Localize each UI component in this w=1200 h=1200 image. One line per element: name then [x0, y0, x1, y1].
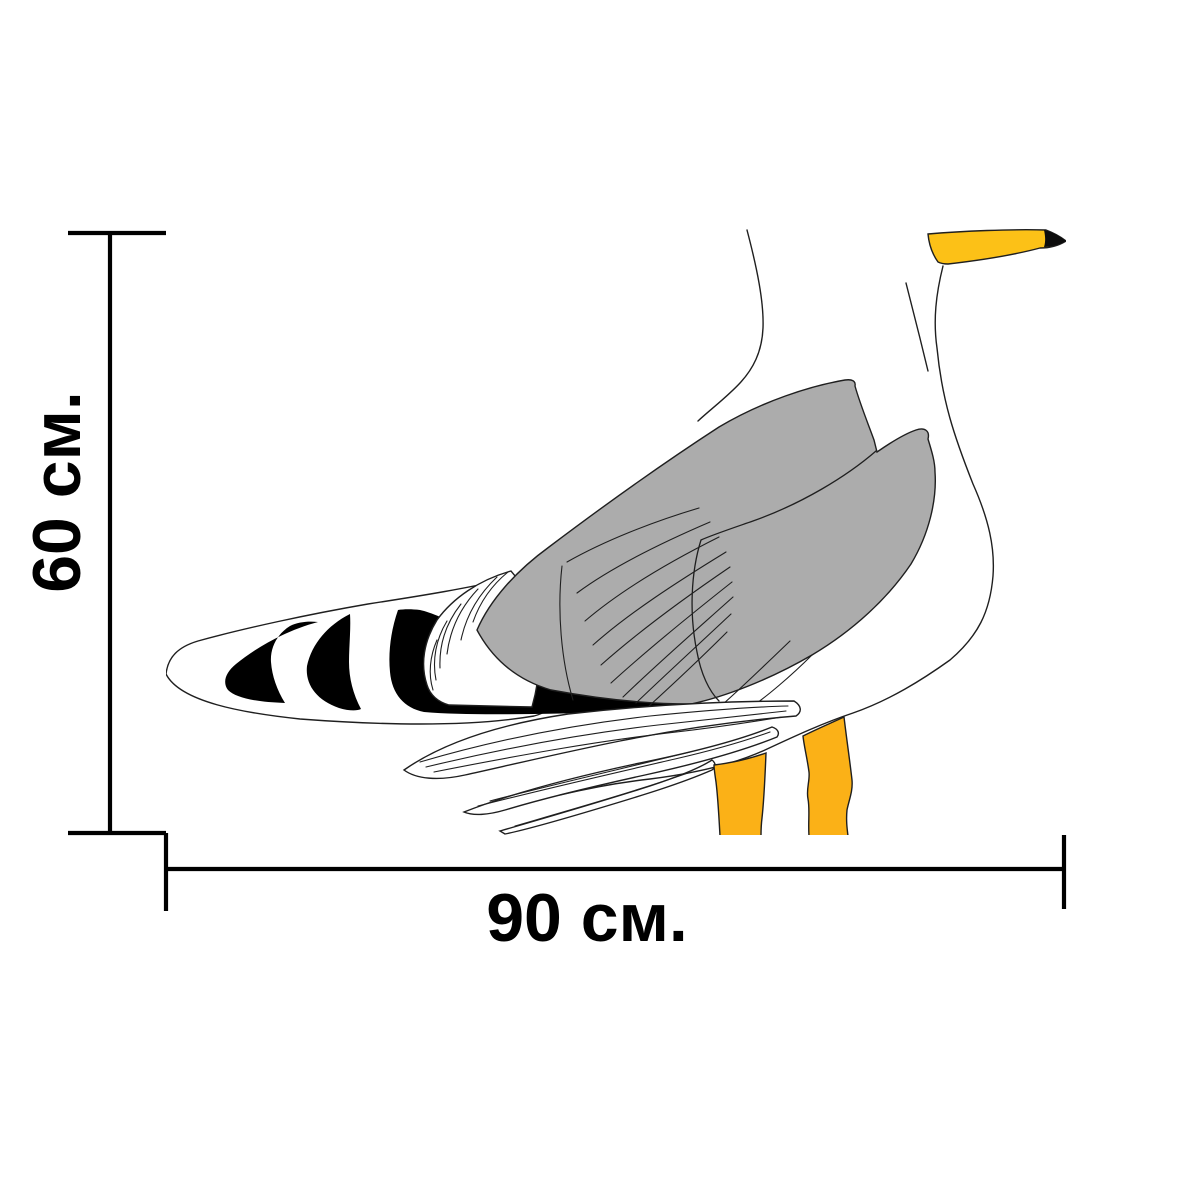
height-dimension-label: 60 см. — [19, 391, 95, 593]
gray-wings — [476, 379, 936, 705]
left-leg — [713, 751, 767, 835]
width-dimension-label: 90 см. — [486, 880, 688, 956]
right-leg — [802, 715, 853, 835]
seagull-illustration — [166, 229, 1066, 835]
wing-feather-lines — [559, 450, 877, 709]
tail-band-2 — [306, 614, 361, 711]
body-outline — [559, 265, 995, 796]
dimension-annotations — [68, 230, 1067, 911]
width-dimension — [163, 833, 1067, 911]
tail-band-1 — [225, 621, 318, 703]
beak — [927, 229, 1066, 265]
back-outline — [697, 229, 764, 422]
beak-tip — [1044, 230, 1066, 247]
height-dimension — [68, 230, 166, 836]
neck-line — [905, 282, 929, 372]
under-tail-feathers — [402, 700, 801, 835]
